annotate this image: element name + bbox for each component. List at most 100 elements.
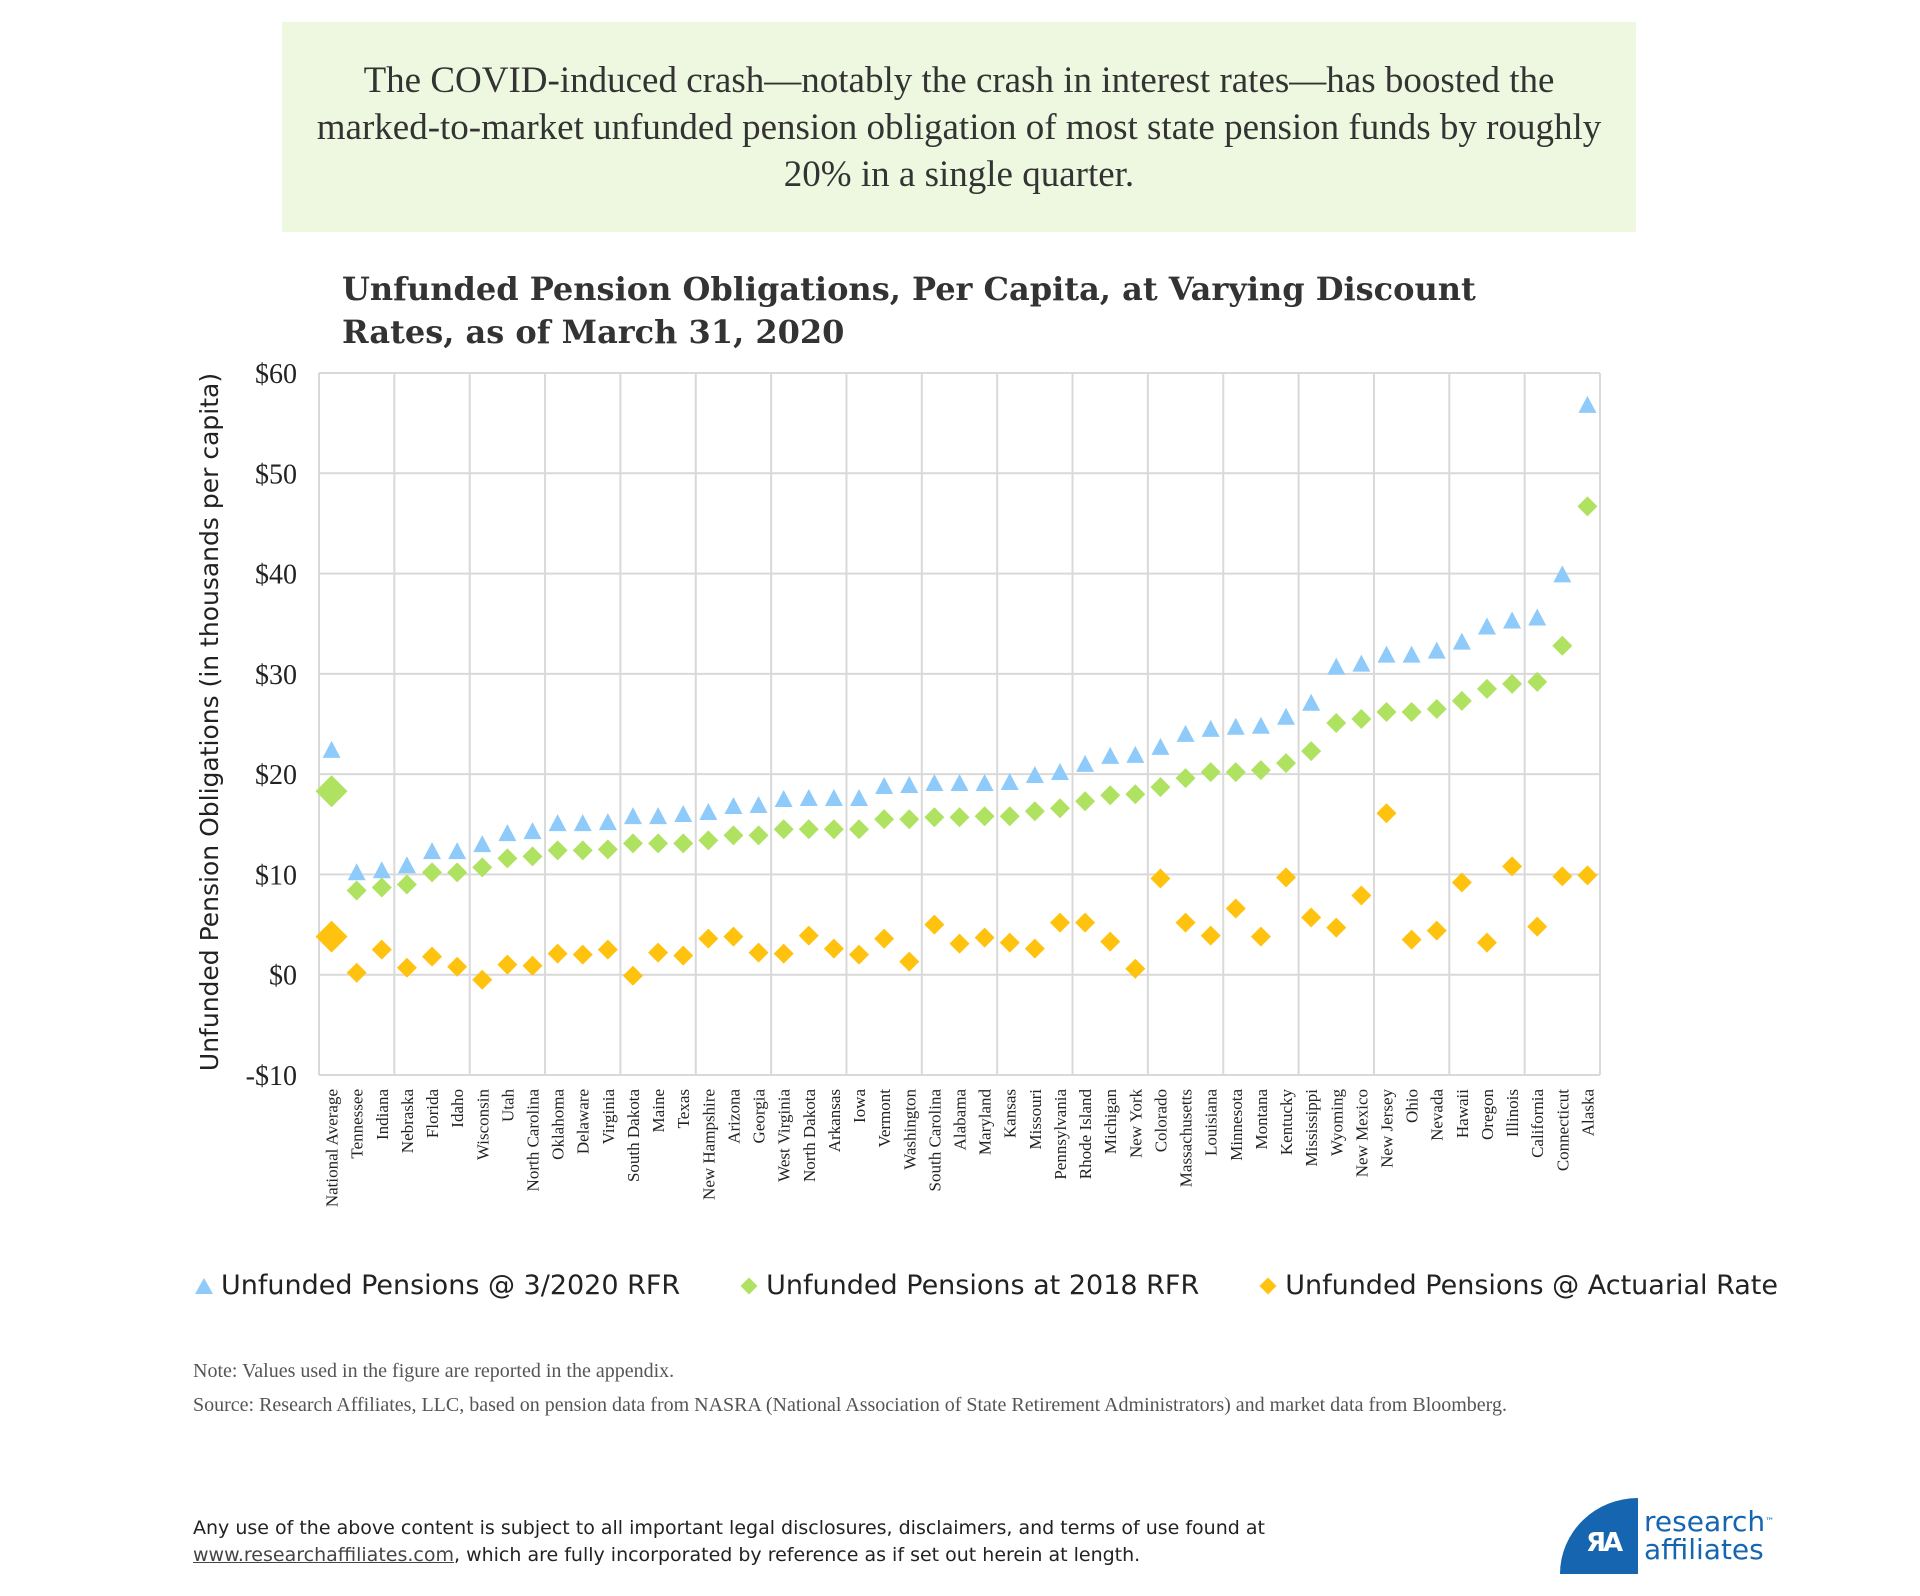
website-link[interactable]: www.researchaffiliates.com xyxy=(193,1544,454,1566)
x-category-label: Wyoming xyxy=(1327,1089,1346,1156)
y-axis-ticks: -$10 $0 $10 $20 $30 $40 $50 $60 xyxy=(246,359,297,1092)
marker-rfr-2018 xyxy=(1049,798,1070,819)
callout-box: The COVID-induced crash—notably the cras… xyxy=(282,22,1636,232)
marker-actuarial xyxy=(371,939,392,960)
x-category-label: Louisiana xyxy=(1202,1089,1221,1156)
marker-actuarial xyxy=(346,962,367,983)
marker-actuarial xyxy=(396,957,417,978)
marker-actuarial xyxy=(1100,931,1121,952)
x-category-label: Nevada xyxy=(1428,1089,1447,1141)
marker-rfr-2018 xyxy=(924,807,945,828)
marker-actuarial xyxy=(1552,866,1573,887)
marker-actuarial xyxy=(723,926,744,947)
x-category-label: Alaska xyxy=(1578,1089,1597,1137)
marker-rfr-2018 xyxy=(1100,785,1121,806)
x-category-label: Utah xyxy=(498,1089,517,1123)
x-category-label: Colorado xyxy=(1151,1089,1170,1152)
x-category-label: Oklahoma xyxy=(549,1089,568,1160)
marker-actuarial xyxy=(472,969,493,990)
marker-actuarial xyxy=(1401,929,1422,950)
x-category-label: Montana xyxy=(1252,1089,1271,1150)
marker-actuarial xyxy=(1276,867,1297,888)
marker-rfr-2018 xyxy=(1451,690,1472,711)
marker-actuarial xyxy=(547,943,568,964)
marker-rfr-2018 xyxy=(1527,671,1548,692)
marker-rfr-2020 xyxy=(347,863,366,881)
x-category-label: Massachusetts xyxy=(1177,1089,1196,1187)
x-category-label: Florida xyxy=(423,1089,442,1139)
marker-actuarial xyxy=(874,928,895,949)
marker-rfr-2020 xyxy=(774,790,793,808)
marker-rfr-2020 xyxy=(598,813,617,831)
marker-rfr-2020 xyxy=(1025,765,1044,783)
x-category-label: National Average xyxy=(323,1089,342,1207)
x-category-label: North Dakota xyxy=(800,1089,819,1182)
marker-rfr-2020 xyxy=(1277,707,1296,725)
marker-actuarial xyxy=(1502,856,1523,877)
marker-actuarial xyxy=(1476,932,1497,953)
triangle-marker-icon xyxy=(195,1277,213,1294)
marker-rfr-2018 xyxy=(874,809,895,830)
marker-rfr-2018 xyxy=(1175,768,1196,789)
data-marks xyxy=(315,395,1598,990)
source-text: Source: Research Affiliates, LLC, based … xyxy=(193,1394,1507,1416)
x-category-label: Maine xyxy=(649,1089,668,1132)
marker-rfr-2020 xyxy=(1302,693,1321,711)
marker-rfr-2018 xyxy=(1200,762,1221,783)
marker-actuarial xyxy=(1301,907,1322,928)
marker-actuarial xyxy=(1225,898,1246,919)
marker-rfr-2018 xyxy=(547,840,568,861)
marker-rfr-2020 xyxy=(498,824,517,842)
marker-rfr-2020 xyxy=(1477,617,1496,635)
marker-rfr-2018 xyxy=(1276,753,1297,774)
marker-rfr-2018 xyxy=(1476,678,1497,699)
marker-rfr-2018 xyxy=(1075,791,1096,812)
x-category-label: New Mexico xyxy=(1352,1089,1371,1177)
y-tick-label: $50 xyxy=(255,459,297,490)
marker-rfr-2018 xyxy=(999,806,1020,827)
x-category-label: Kansas xyxy=(1001,1089,1020,1138)
x-category-label: Nebraska xyxy=(398,1089,417,1154)
marker-rfr-2020 xyxy=(1427,641,1446,659)
marker-actuarial xyxy=(447,956,468,977)
marker-rfr-2020 xyxy=(649,807,668,825)
marker-rfr-2018 xyxy=(472,857,493,878)
marker-actuarial xyxy=(1451,872,1472,893)
marker-rfr-2018 xyxy=(396,874,417,895)
marker-rfr-2018 xyxy=(899,809,920,830)
x-category-label: Mississippi xyxy=(1302,1089,1321,1167)
marker-rfr-2020 xyxy=(423,842,442,860)
marker-actuarial xyxy=(1024,938,1045,959)
y-axis-title: Unfunded Pension Obligations (in thousan… xyxy=(195,373,224,1071)
disclaimer: Any use of the above content is subject … xyxy=(193,1515,1393,1569)
marker-rfr-2020 xyxy=(1377,645,1396,663)
marker-rfr-2018 xyxy=(698,830,719,851)
x-category-label: West Virginia xyxy=(775,1089,794,1182)
marker-actuarial xyxy=(773,943,794,964)
marker-rfr-2020 xyxy=(975,773,994,791)
y-tick-label: $10 xyxy=(255,860,297,891)
marker-rfr-2018 xyxy=(447,862,468,883)
marker-rfr-2020 xyxy=(523,822,542,840)
marker-actuarial xyxy=(974,927,995,948)
marker-actuarial xyxy=(748,942,769,963)
x-category-label: Indiana xyxy=(373,1089,392,1140)
marker-rfr-2018 xyxy=(622,833,643,854)
marker-rfr-2018 xyxy=(974,806,995,827)
callout-text: The COVID-induced crash—notably the cras… xyxy=(316,59,1602,195)
note-text: Note: Values used in the figure are repo… xyxy=(193,1360,675,1382)
marker-actuarial xyxy=(1326,917,1347,938)
x-category-label: North Carolina xyxy=(524,1089,543,1192)
marker-actuarial xyxy=(1125,958,1146,979)
marker-rfr-2020 xyxy=(724,797,743,815)
marker-rfr-2020 xyxy=(1076,754,1095,772)
y-tick-label: $30 xyxy=(255,660,297,691)
marker-actuarial xyxy=(1200,925,1221,946)
x-category-label: Washington xyxy=(900,1089,919,1170)
marker-actuarial xyxy=(648,942,669,963)
y-tick-label: $60 xyxy=(255,359,297,390)
marker-rfr-2018 xyxy=(1577,496,1598,517)
marker-rfr-2020 xyxy=(824,789,843,807)
legend-label: Unfunded Pensions @ 3/2020 RFR xyxy=(221,1270,681,1301)
marker-rfr-2018 xyxy=(315,775,348,808)
